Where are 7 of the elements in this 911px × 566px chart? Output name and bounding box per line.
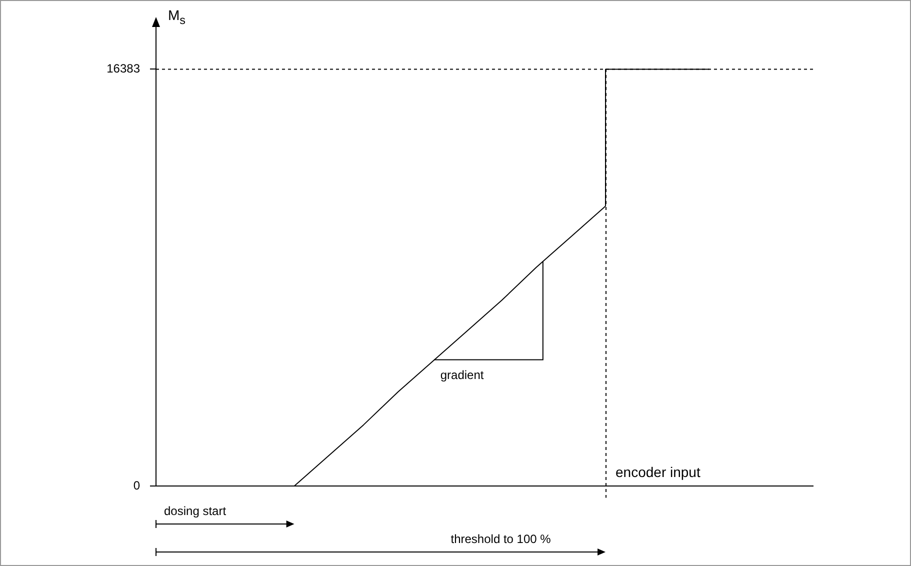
annotation: gradient <box>440 368 484 382</box>
x-axis-title: encoder input <box>616 464 700 480</box>
text: threshold to 100 % <box>450 532 551 546</box>
y-tick-label: 0 <box>133 478 140 492</box>
text: dosing start <box>164 504 226 518</box>
y-tick-label: 16383 <box>106 62 140 76</box>
y-axis-title: M$_{s}$ <box>168 7 186 27</box>
